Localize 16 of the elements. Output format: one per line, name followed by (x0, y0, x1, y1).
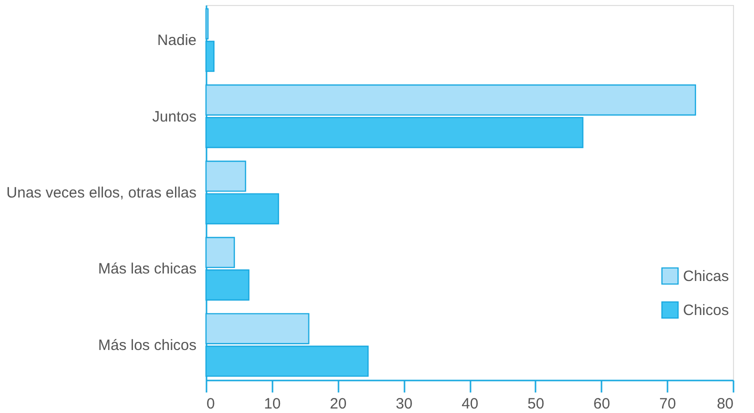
x-tick-label: 30 (396, 396, 412, 412)
x-tick-label: 0 (206, 396, 215, 412)
y-tick-label: Juntos (152, 108, 196, 126)
x-tick-label: 80 (716, 396, 734, 412)
legend-label: Chicas (683, 268, 729, 285)
y-tick-label: Más los chicos (98, 336, 196, 354)
x-tick-label: 10 (264, 396, 281, 412)
y-tick-label: Más las chicas (98, 260, 196, 278)
x-tick-label: 40 (462, 396, 478, 412)
x-tick-label: 20 (330, 396, 347, 412)
x-tick-label: 60 (593, 396, 610, 412)
legend-label: Chicos (683, 302, 729, 319)
y-tick-label: Unas veces ellos, otras ellas (6, 184, 196, 202)
y-tick-label: Nadie (157, 32, 196, 50)
x-tick-label: 70 (659, 396, 676, 412)
x-tick-label: 50 (528, 396, 544, 412)
